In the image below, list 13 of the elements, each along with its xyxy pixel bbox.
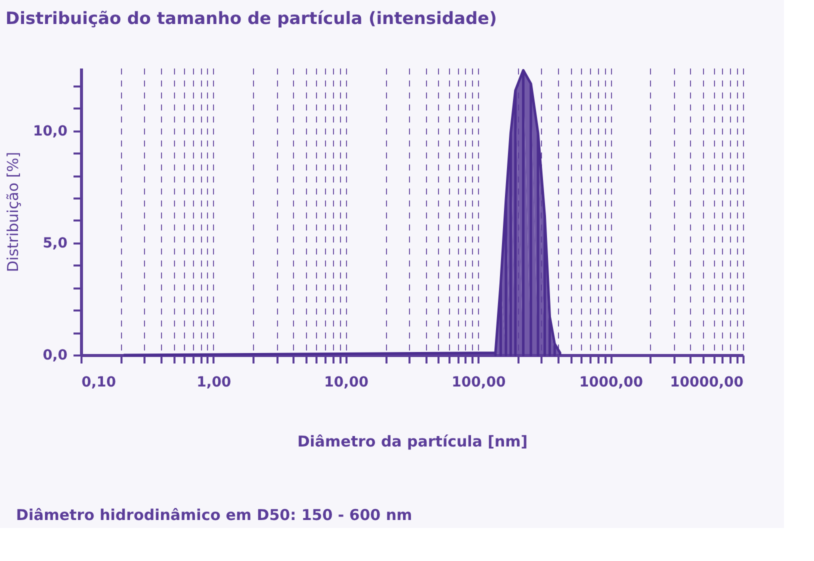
x-tick-label: 10000,00	[670, 374, 744, 390]
x-axis-title: Diâmetro da partícula [nm]	[297, 432, 528, 450]
text: Diâmetro hidrodinâmico em D50: 150 - 600 nm	[16, 506, 412, 524]
chart-title: Distribuição do tamanho de partícula (intensidade)	[5, 9, 497, 29]
x-tick-label: 1,00	[196, 374, 232, 390]
y-axis-title: Distribuição [%]	[4, 152, 22, 272]
y-tick-label: 5,0	[42, 235, 68, 252]
x-tick-label: 10,00	[324, 374, 369, 390]
x-tick-label: 100,00	[452, 374, 506, 390]
y-tick-label: 0,0	[42, 348, 68, 364]
y-tick-label: 10,0	[32, 123, 68, 140]
x-tick-label: 0,10	[82, 374, 116, 390]
x-tick-label: 1000,00	[579, 374, 644, 390]
